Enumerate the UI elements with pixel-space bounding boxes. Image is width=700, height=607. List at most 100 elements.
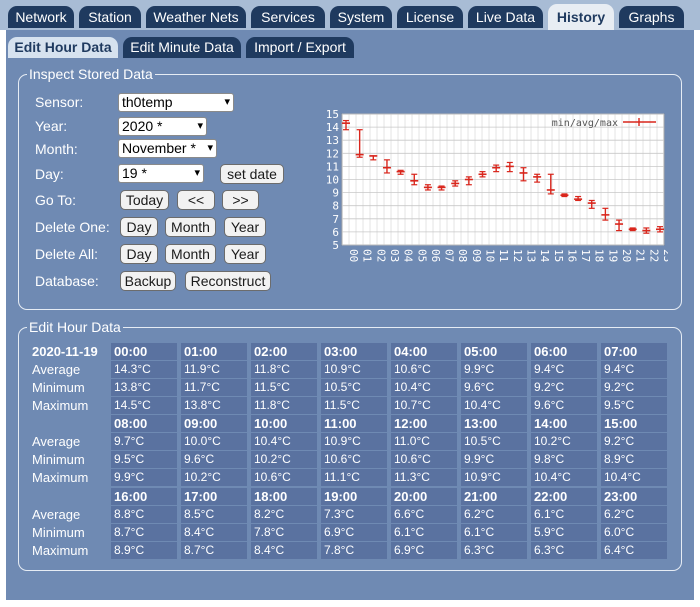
minimum-value-field[interactable]: 6.9°C (321, 524, 387, 541)
subtab-edit-hour-data[interactable]: Edit Hour Data (8, 37, 118, 58)
delete-all-year-button[interactable]: Year (224, 244, 266, 264)
maximum-value-field[interactable]: 6.4°C (601, 542, 667, 559)
average-value-field[interactable]: 14.3°C (111, 361, 177, 378)
backup-button[interactable]: Backup (120, 271, 176, 291)
minimum-value-field[interactable]: 11.7°C (181, 379, 247, 396)
maximum-value-field[interactable]: 13.8°C (181, 397, 247, 414)
minimum-value-field[interactable]: 6.0°C (601, 524, 667, 541)
average-value-field[interactable]: 10.9°C (321, 433, 387, 450)
maximum-value-field[interactable]: 10.7°C (391, 397, 457, 414)
maximum-value-field[interactable]: 7.8°C (321, 542, 387, 559)
tab-network[interactable]: Network (8, 6, 74, 28)
average-value-field[interactable]: 9.7°C (111, 433, 177, 450)
minimum-value-field[interactable]: 9.8°C (531, 451, 597, 468)
maximum-value-field[interactable]: 9.5°C (601, 397, 667, 414)
maximum-value-field[interactable]: 9.9°C (111, 469, 177, 486)
average-value-field[interactable]: 10.4°C (251, 433, 317, 450)
average-value-field[interactable]: 10.6°C (391, 361, 457, 378)
year-select[interactable]: 2020 * ▾ (118, 117, 207, 136)
delete-one-year-button[interactable]: Year (224, 217, 266, 237)
maximum-value-field[interactable]: 10.4°C (531, 469, 597, 486)
maximum-value-field[interactable]: 11.1°C (321, 469, 387, 486)
subtab-edit-minute-data[interactable]: Edit Minute Data (123, 37, 241, 58)
minimum-value-field[interactable]: 11.5°C (251, 379, 317, 396)
maximum-value-field[interactable]: 10.9°C (461, 469, 527, 486)
maximum-value-field[interactable]: 11.8°C (251, 397, 317, 414)
maximum-value-field[interactable]: 8.9°C (111, 542, 177, 559)
average-value-field[interactable]: 6.6°C (391, 506, 457, 523)
day-select[interactable]: 19 * ▾ (118, 164, 204, 183)
average-value-field[interactable]: 9.4°C (601, 361, 667, 378)
prev-day-button[interactable]: << (177, 190, 215, 210)
maximum-value-field[interactable]: 14.5°C (111, 397, 177, 414)
average-value-field[interactable]: 11.8°C (251, 361, 317, 378)
today-button[interactable]: Today (120, 190, 169, 210)
average-value-field[interactable]: 10.0°C (181, 433, 247, 450)
minimum-value-field[interactable]: 5.9°C (531, 524, 597, 541)
maximum-value-field[interactable]: 8.7°C (181, 542, 247, 559)
minimum-value-field[interactable]: 9.2°C (531, 379, 597, 396)
maximum-value-field[interactable]: 6.9°C (391, 542, 457, 559)
minimum-value-field[interactable]: 10.4°C (391, 379, 457, 396)
tab-graphs[interactable]: Graphs (619, 6, 684, 28)
tab-license[interactable]: License (397, 6, 463, 28)
tab-live-data[interactable]: Live Data (468, 6, 543, 28)
minimum-value-field[interactable]: 6.1°C (461, 524, 527, 541)
minimum-value-field[interactable]: 8.4°C (181, 524, 247, 541)
minimum-value-field[interactable]: 10.6°C (321, 451, 387, 468)
tab-weather-nets[interactable]: Weather Nets (146, 6, 246, 28)
average-value-field[interactable]: 11.0°C (391, 433, 457, 450)
average-value-field[interactable]: 9.4°C (531, 361, 597, 378)
average-value-field[interactable]: 9.2°C (601, 433, 667, 450)
sensor-select[interactable]: th0temp ▾ (118, 93, 234, 112)
tab-system[interactable]: System (330, 6, 392, 28)
delete-one-day-button[interactable]: Day (120, 217, 158, 237)
minimum-value-field[interactable]: 9.6°C (461, 379, 527, 396)
minimum-value-field[interactable]: 10.5°C (321, 379, 387, 396)
average-value-field[interactable]: 10.9°C (321, 361, 387, 378)
maximum-value-field[interactable]: 10.6°C (251, 469, 317, 486)
minimum-value-field[interactable]: 10.6°C (391, 451, 457, 468)
maximum-value-field[interactable]: 6.3°C (531, 542, 597, 559)
average-value-field[interactable]: 6.1°C (531, 506, 597, 523)
minimum-value-field[interactable]: 9.6°C (181, 451, 247, 468)
minimum-value-field[interactable]: 9.5°C (111, 451, 177, 468)
maximum-value-field[interactable]: 10.4°C (601, 469, 667, 486)
month-select[interactable]: November * ▾ (118, 139, 217, 158)
average-value-field[interactable]: 7.3°C (321, 506, 387, 523)
average-value-field[interactable]: 8.8°C (111, 506, 177, 523)
average-value-field[interactable]: 6.2°C (601, 506, 667, 523)
maximum-value-field[interactable]: 8.4°C (251, 542, 317, 559)
set-date-button[interactable]: set date (220, 164, 284, 184)
maximum-value-field[interactable]: 10.4°C (461, 397, 527, 414)
delete-one-month-button[interactable]: Month (165, 217, 216, 237)
minimum-value-field[interactable]: 9.9°C (461, 451, 527, 468)
average-value-field[interactable]: 6.2°C (461, 506, 527, 523)
reconstruct-button[interactable]: Reconstruct (185, 271, 271, 291)
maximum-value-field[interactable]: 10.2°C (181, 469, 247, 486)
minimum-value-field[interactable]: 8.9°C (601, 451, 667, 468)
delete-all-month-button[interactable]: Month (165, 244, 216, 264)
average-value-field[interactable]: 8.5°C (181, 506, 247, 523)
average-value-field[interactable]: 10.2°C (531, 433, 597, 450)
maximum-value-field[interactable]: 11.5°C (321, 397, 387, 414)
minimum-value-field[interactable]: 6.1°C (391, 524, 457, 541)
maximum-value-field[interactable]: 9.6°C (531, 397, 597, 414)
subtab-import-export[interactable]: Import / Export (246, 37, 354, 58)
average-value-field[interactable]: 11.9°C (181, 361, 247, 378)
delete-all-day-button[interactable]: Day (120, 244, 158, 264)
maximum-value-field[interactable]: 6.3°C (461, 542, 527, 559)
average-value-field[interactable]: 9.9°C (461, 361, 527, 378)
minimum-value-field[interactable]: 8.7°C (111, 524, 177, 541)
average-value-field[interactable]: 10.5°C (461, 433, 527, 450)
minimum-value-field[interactable]: 10.2°C (251, 451, 317, 468)
maximum-value-field[interactable]: 11.3°C (391, 469, 457, 486)
average-value-field[interactable]: 8.2°C (251, 506, 317, 523)
minimum-value-field[interactable]: 7.8°C (251, 524, 317, 541)
next-day-button[interactable]: >> (222, 190, 259, 210)
minimum-value-field[interactable]: 9.2°C (601, 379, 667, 396)
minimum-value-field[interactable]: 13.8°C (111, 379, 177, 396)
tab-station[interactable]: Station (79, 6, 141, 28)
tab-history[interactable]: History (548, 4, 614, 30)
tab-services[interactable]: Services (251, 6, 325, 28)
